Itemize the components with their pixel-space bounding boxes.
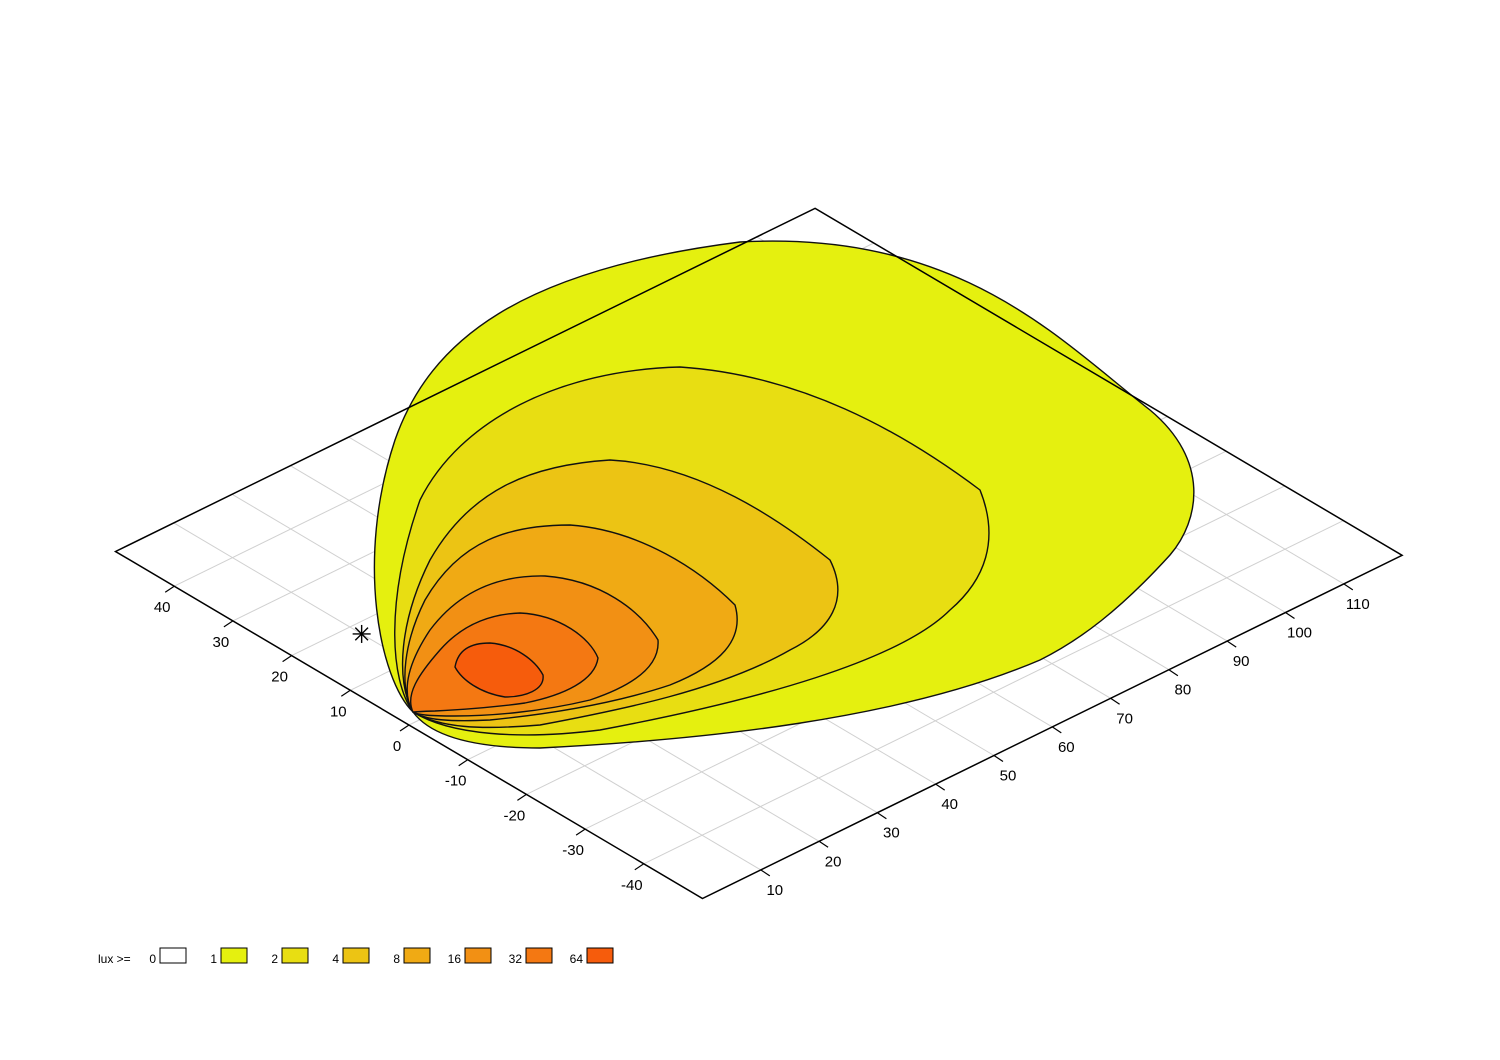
- x-tick-mark: [1110, 697, 1120, 705]
- x-tick-mark: [1226, 640, 1237, 648]
- y-axis-ticks: -40 -30 -20 -10 0 10 20 30 40: [154, 585, 645, 894]
- x-tick-mark: [1168, 669, 1179, 677]
- legend-entry-label: 32: [509, 952, 523, 966]
- contour-lux-64: [454, 642, 544, 698]
- x-tick-mark: [993, 755, 1004, 762]
- legend-entry-label: 1: [210, 952, 217, 966]
- y-tick-label: 10: [330, 703, 347, 720]
- light-source-stroke: [354, 627, 369, 641]
- legend-entry-label: 4: [332, 952, 339, 966]
- y-tick-label: -40: [621, 877, 643, 894]
- y-tick-mark: [164, 585, 175, 593]
- x-tick-label: 80: [1175, 682, 1192, 699]
- grid-line-y: [643, 520, 1344, 865]
- light-source-marker: [352, 624, 371, 643]
- y-tick-mark: [223, 620, 234, 628]
- y-tick-label: -30: [562, 842, 584, 859]
- legend-entry-label: 0: [149, 952, 156, 966]
- y-tick-label: -10: [445, 773, 467, 790]
- isolux-contours: [373, 240, 1195, 749]
- legend-swatch: [281, 947, 309, 964]
- legend-entry-label: 16: [448, 952, 462, 966]
- x-tick-mark: [1285, 612, 1295, 619]
- x-tick-label: 60: [1058, 739, 1075, 756]
- x-tick-mark: [1343, 583, 1354, 591]
- y-tick-mark: [399, 724, 410, 732]
- legend-entry-label: 2: [271, 952, 278, 966]
- x-tick-label: 10: [766, 882, 783, 899]
- x-tick-mark: [1051, 726, 1062, 734]
- legend-title: lux >=: [98, 952, 131, 966]
- y-tick-mark: [575, 828, 586, 836]
- x-tick-label: 40: [941, 796, 958, 813]
- legend-swatch: [464, 947, 492, 964]
- y-tick-label: 20: [271, 669, 288, 686]
- y-tick-mark: [634, 863, 645, 871]
- x-tick-label: 110: [1346, 596, 1370, 613]
- legend: lux >= 0 1 2 4 8 16 32 64: [98, 947, 614, 966]
- x-tick-mark: [818, 840, 829, 848]
- x-tick-mark: [877, 812, 887, 820]
- legend-swatch: [342, 947, 370, 964]
- legend-swatch: [586, 947, 614, 964]
- y-tick-mark: [517, 793, 527, 801]
- legend-entry-label: 64: [570, 952, 584, 966]
- y-tick-mark: [282, 655, 292, 663]
- y-tick-mark: [458, 759, 469, 767]
- legend-swatch: [525, 947, 553, 964]
- x-tick-mark: [760, 869, 771, 877]
- legend-swatch: [159, 947, 187, 964]
- legend-swatch: [220, 947, 248, 964]
- x-tick-mark: [935, 783, 946, 791]
- x-tick-label: 90: [1233, 653, 1250, 670]
- y-tick-label: 40: [154, 599, 171, 616]
- x-tick-label: 100: [1287, 625, 1312, 642]
- legend-swatch: [403, 947, 431, 964]
- y-tick-label: 0: [393, 738, 401, 755]
- x-tick-label: 30: [883, 825, 900, 842]
- x-tick-label: 70: [1116, 710, 1133, 727]
- y-tick-label: -20: [504, 807, 526, 824]
- x-tick-label: 50: [1000, 768, 1017, 785]
- y-tick-mark: [340, 689, 351, 697]
- y-tick-label: 30: [213, 634, 230, 651]
- x-tick-label: 20: [825, 853, 842, 870]
- legend-entry-label: 8: [393, 952, 400, 966]
- x-axis-ticks: 10 20 30 40 50 60 70 80 90 100 110: [760, 583, 1370, 899]
